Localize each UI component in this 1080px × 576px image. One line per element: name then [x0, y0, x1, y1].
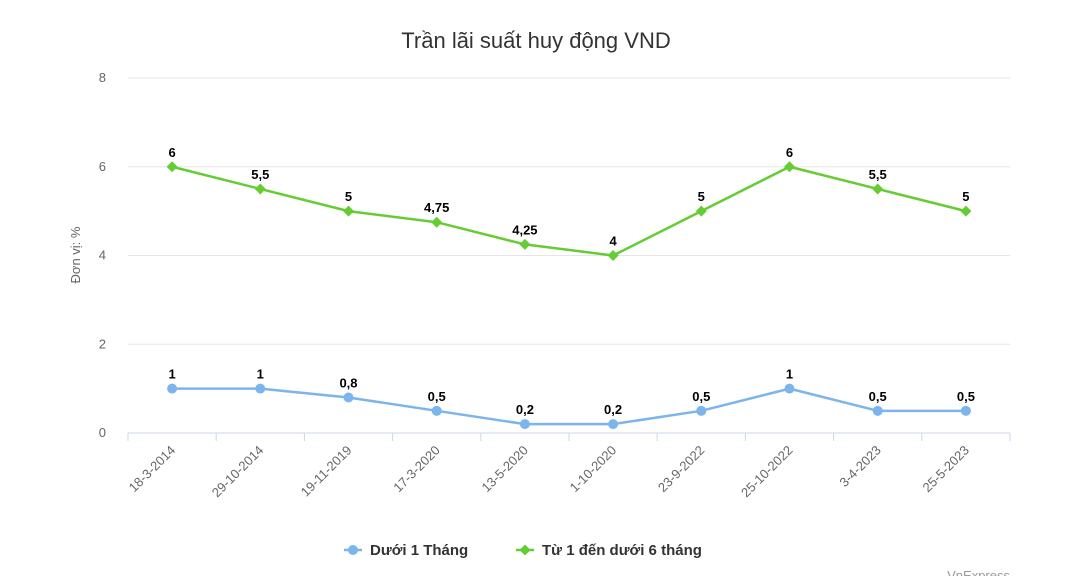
data-label: 5,5 — [251, 167, 269, 182]
data-label: 5 — [962, 189, 969, 204]
data-label: 5,5 — [869, 167, 887, 182]
data-point[interactable] — [960, 405, 971, 416]
data-label: 6 — [786, 145, 793, 160]
data-point[interactable] — [872, 405, 883, 416]
x-tick-label: 3-4-2023 — [836, 443, 883, 490]
x-tick-label: 25-10-2022 — [738, 443, 796, 501]
data-label: 0,2 — [516, 402, 534, 417]
data-label: 0,5 — [869, 389, 887, 404]
data-label: 0,8 — [339, 376, 357, 391]
data-label: 4,25 — [512, 222, 537, 237]
data-point[interactable] — [784, 383, 795, 394]
x-tick-label: 1-10-2020 — [567, 443, 620, 496]
data-label: 5 — [345, 189, 352, 204]
data-point[interactable] — [960, 205, 972, 217]
data-labels: 1 1 0,8 0,5 0,2 0,2 0,5 1 0,5 0,5 6 5,5 5 4,75 4,25 4 5 6… — [167, 143, 976, 418]
x-tick-label: 13-5-2020 — [478, 443, 531, 496]
data-label: 0,5 — [692, 389, 710, 404]
legend: Dưới 1 Tháng Từ 1 đến dưới 6 tháng — [344, 542, 702, 559]
legend-label: Dưới 1 Tháng — [370, 542, 468, 559]
data-point[interactable] — [255, 383, 266, 394]
data-point[interactable] — [254, 183, 266, 195]
data-point[interactable] — [872, 183, 884, 195]
data-label: 5 — [698, 189, 705, 204]
data-point[interactable] — [343, 392, 354, 403]
data-point[interactable] — [167, 383, 178, 394]
x-tick-label: 18-3-2014 — [126, 443, 179, 496]
chart-title: Trần lãi suất huy động VND — [401, 28, 670, 53]
series-group — [166, 161, 972, 430]
data-point[interactable] — [166, 161, 178, 173]
x-tick-label: 23-9-2022 — [655, 443, 708, 496]
series-line — [172, 387, 966, 426]
x-tick-label: 25-5-2023 — [919, 443, 972, 496]
data-label: 0,5 — [428, 389, 446, 404]
data-point[interactable] — [431, 216, 443, 228]
data-point[interactable] — [431, 405, 442, 416]
legend-item[interactable]: Từ 1 đến dưới 6 tháng — [516, 542, 702, 559]
y-axis-label: Đơn vị: % — [68, 226, 83, 283]
y-axis-ticks: 0 2 4 6 8 — [99, 70, 106, 440]
data-label: 0,2 — [604, 402, 622, 417]
data-point[interactable] — [343, 205, 354, 217]
data-point[interactable] — [519, 419, 530, 430]
data-label: 0,5 — [957, 389, 975, 404]
y-tick-label: 8 — [99, 70, 106, 85]
data-label: 6 — [168, 145, 175, 160]
series-line — [171, 165, 967, 257]
data-point[interactable] — [696, 405, 707, 416]
x-axis: 18-3-2014 29-10-2014 19-11-2019 17-3-2020 13… — [126, 433, 1011, 501]
chart-credit: VnExpress — [947, 568, 1010, 576]
y-tick-label: 2 — [99, 336, 106, 351]
legend-item[interactable]: Dưới 1 Tháng — [344, 542, 468, 559]
data-point[interactable] — [519, 238, 531, 250]
data-point[interactable] — [607, 250, 619, 261]
legend-symbol — [519, 544, 531, 556]
data-label: 1 — [786, 367, 793, 382]
y-tick-label: 4 — [99, 248, 106, 263]
data-point[interactable] — [695, 205, 707, 217]
data-point[interactable] — [608, 419, 619, 430]
legend-label: Từ 1 đến dưới 6 tháng — [542, 542, 702, 559]
x-tick-label: 17-3-2020 — [390, 443, 443, 496]
legend-symbol — [348, 545, 358, 555]
x-tick-label: 19-11-2019 — [298, 443, 355, 500]
grid-lines — [128, 77, 1010, 434]
x-tick-label: 29-10-2014 — [209, 443, 267, 501]
data-point[interactable] — [784, 161, 795, 173]
data-label: 4,75 — [424, 200, 449, 215]
y-tick-label: 6 — [99, 159, 106, 174]
data-label: 1 — [257, 367, 264, 382]
y-tick-label: 0 — [99, 425, 106, 440]
data-label: 4 — [609, 234, 617, 249]
data-label: 1 — [168, 367, 175, 382]
